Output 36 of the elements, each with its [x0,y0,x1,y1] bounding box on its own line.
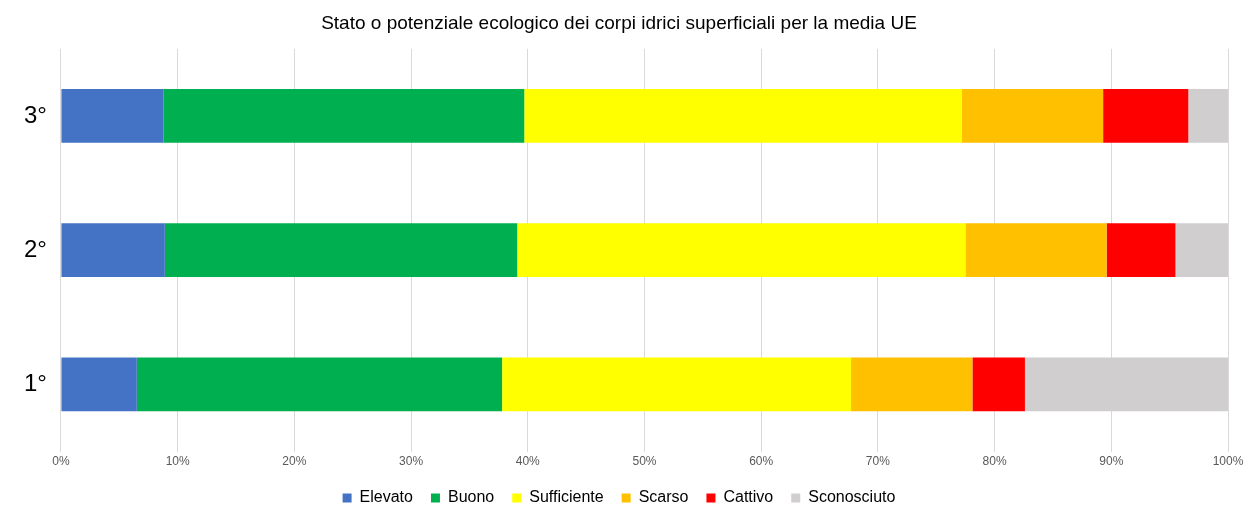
bar [517,223,966,278]
legend-label: Scarso [638,488,689,506]
x-tick-label: 50% [632,454,657,469]
bar [136,357,503,412]
x-tick-label: 100% [1212,454,1244,469]
bar [1103,89,1189,143]
chart-title: Stato o potenziale ecologico dei corpi idrici superficiali per la media UE [321,11,917,33]
x-tick-label: 70% [865,454,891,469]
bar [502,357,852,412]
x-tick-label: 20% [282,454,307,469]
legend-label: Sconosciuto [808,488,896,506]
bar [61,89,164,143]
x-tick-label: 10% [165,454,190,469]
bar [972,357,1025,412]
x-tick-label: 30% [399,454,424,469]
bar [524,89,962,143]
y-tick-label: 2° [23,234,47,262]
bar [164,223,518,278]
x-tick-label: 90% [1099,454,1124,469]
bar [961,89,1104,143]
legend-label: Cattivo [723,488,774,506]
bar [965,223,1107,278]
bar [1106,223,1176,278]
y-tick-label: 3° [23,100,47,128]
bar [851,357,973,412]
legend-label: Buono [447,488,495,506]
legend-label: Sufficiente [529,488,604,506]
bar [61,223,165,278]
y-tick-label: 1° [23,369,47,397]
bar [61,357,137,412]
x-tick-label: 80% [982,454,1007,469]
x-tick-label: 60% [749,454,774,469]
x-tick-label: 0% [52,454,70,469]
x-tick-label: 40% [515,454,541,469]
legend-label: Elevato [359,488,414,506]
bar [163,89,525,143]
